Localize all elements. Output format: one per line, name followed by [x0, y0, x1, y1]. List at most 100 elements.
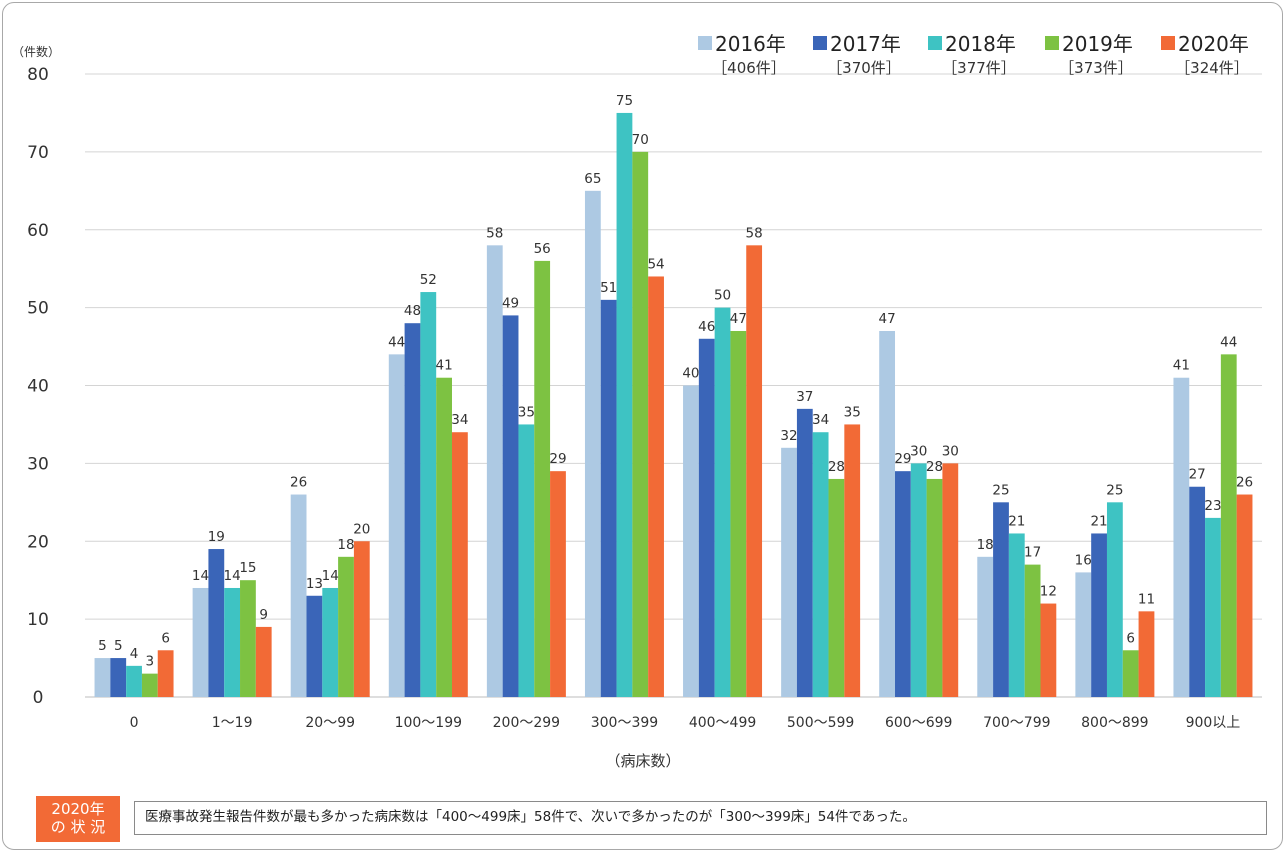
- data-label: 47: [730, 311, 747, 327]
- data-label: 58: [486, 225, 503, 241]
- data-label: 21: [1008, 513, 1025, 529]
- bar: [1040, 603, 1057, 697]
- y-tick-label: 10: [27, 610, 49, 630]
- data-labels: 5 5 4 3614191415926131418204448524134584935…: [98, 93, 1253, 670]
- data-label: 14: [224, 568, 241, 584]
- bar: [698, 338, 715, 697]
- legend-series-name: 2017年: [830, 32, 901, 56]
- bar: [255, 626, 272, 697]
- bar: [126, 665, 142, 697]
- bar: [388, 354, 405, 697]
- status-tag-caption: の 状 況: [50, 818, 106, 836]
- bar: [420, 292, 437, 697]
- bar: [683, 385, 699, 697]
- data-label: 11: [1138, 591, 1155, 607]
- data-label: 27: [1189, 467, 1206, 483]
- status-tag: 2020年 の 状 況: [36, 796, 120, 842]
- legend-series-total: ［370件］: [827, 59, 901, 77]
- y-tick-label: 40: [27, 377, 49, 397]
- bar: [338, 556, 354, 697]
- bar: [518, 424, 535, 697]
- bar: [353, 541, 370, 697]
- data-label: 65: [584, 171, 601, 187]
- bar: [404, 323, 421, 697]
- data-label: 16: [1075, 552, 1092, 568]
- data-label: 9: [259, 607, 268, 623]
- data-label: 47: [879, 311, 896, 327]
- data-label: 35: [518, 404, 535, 420]
- bar: [781, 447, 797, 697]
- y-tick-label: 50: [27, 299, 49, 319]
- data-label: 29: [549, 451, 566, 467]
- x-category-label: 400〜499: [689, 715, 756, 731]
- data-label: 29: [894, 451, 911, 467]
- data-label: 41: [1173, 358, 1190, 374]
- data-label: 4: [130, 646, 139, 662]
- data-label: 70: [632, 132, 649, 148]
- x-category-label: 500〜599: [787, 715, 854, 731]
- bar: [584, 190, 601, 697]
- y-tick-label: 80: [27, 65, 49, 85]
- legend-series-total: ［324件］: [1175, 59, 1249, 77]
- data-label: 28: [828, 459, 845, 475]
- data-label: 49: [502, 295, 519, 311]
- data-label: 18: [977, 537, 994, 553]
- bar: [796, 408, 813, 697]
- bar: [1122, 650, 1139, 697]
- data-label: 56: [534, 241, 551, 257]
- legend-swatch: [813, 36, 827, 50]
- bar: [1024, 564, 1041, 697]
- x-category-label: 200〜299: [493, 715, 560, 731]
- bar: [1236, 494, 1253, 697]
- legend-series-name: 2020年: [1178, 32, 1249, 56]
- status-summary: 医療事故発生報告件数が最も多かった病床数は「400〜499床」58件で、次いで多…: [134, 801, 1267, 835]
- bar: [290, 494, 307, 697]
- data-label: 26: [1236, 475, 1253, 491]
- legend-swatch: [1045, 36, 1059, 50]
- bar: [1075, 572, 1092, 697]
- bar: [1008, 533, 1025, 697]
- bar: [746, 245, 763, 697]
- x-category-label: 600〜699: [885, 715, 952, 731]
- data-label: 35: [844, 404, 861, 420]
- data-label: 30: [910, 443, 927, 459]
- bar: [486, 245, 503, 697]
- data-label: 3: [146, 654, 155, 670]
- data-label: 12: [1040, 584, 1057, 600]
- bar: [550, 471, 566, 697]
- bar: [714, 307, 731, 697]
- data-label: 44: [1220, 334, 1237, 350]
- bar: [812, 432, 829, 697]
- bar: [616, 112, 633, 697]
- bar: [1091, 533, 1107, 697]
- x-category-label: 700〜799: [983, 715, 1050, 731]
- data-label: 17: [1024, 545, 1041, 561]
- data-label: 46: [698, 319, 715, 335]
- x-category-label: 800〜899: [1081, 715, 1148, 731]
- bar: [895, 471, 911, 697]
- y-axis-ticks: 0 10 20 30 40 50 60 70 80: [27, 65, 49, 708]
- legend-series-total: ［406件］: [712, 59, 786, 77]
- legend-series-name: 2018年: [945, 32, 1016, 56]
- data-label: 54: [647, 256, 664, 272]
- data-label: 18: [337, 537, 354, 553]
- data-label: 13: [306, 576, 323, 592]
- data-label: 19: [208, 529, 225, 545]
- x-category-label: 100〜199: [395, 715, 462, 731]
- bar: [942, 463, 959, 697]
- bar: [110, 658, 127, 697]
- data-label: 26: [290, 475, 307, 491]
- x-axis-title: （病床数）: [605, 752, 680, 770]
- legend-series-name: 2016年: [715, 32, 786, 56]
- bar: [94, 658, 111, 697]
- legend-swatch: [928, 36, 942, 50]
- data-label: 28: [926, 459, 943, 475]
- bar: [844, 424, 861, 697]
- bar: [192, 587, 209, 697]
- legend: 2016年 ［406件］ 2017年 ［370件］ 2018年 ［377件］ 2019年 ［3…: [698, 32, 1249, 77]
- data-label: 52: [420, 272, 437, 288]
- x-category-label: 1〜19: [212, 715, 253, 731]
- data-label: 48: [404, 303, 421, 319]
- bar: [828, 478, 845, 697]
- legend-series-total: ［377件］: [942, 59, 1016, 77]
